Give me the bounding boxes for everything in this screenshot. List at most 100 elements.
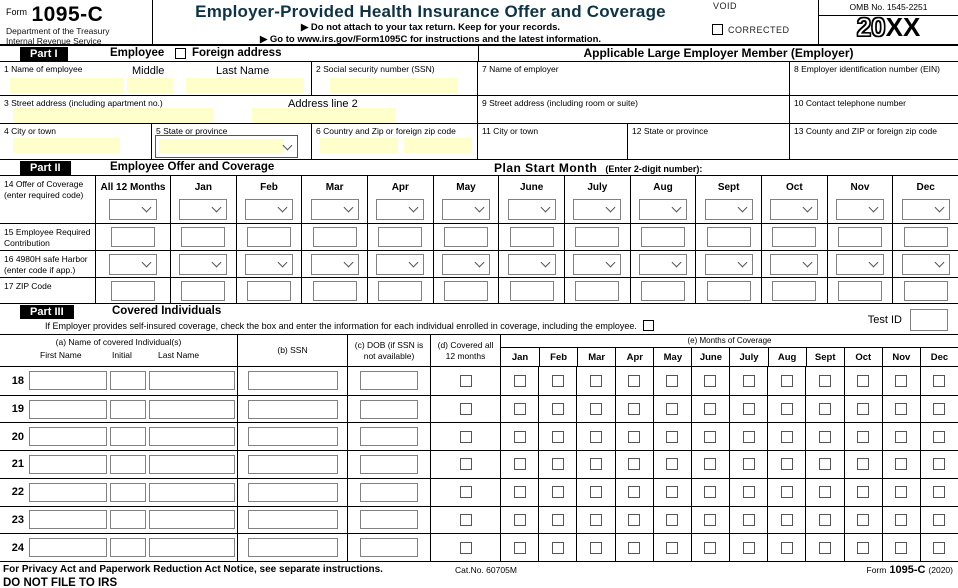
dob-input[interactable] <box>360 454 418 474</box>
part2-code-dropdown[interactable] <box>573 198 622 220</box>
part2-value-input[interactable] <box>111 227 155 247</box>
part2-code-dropdown[interactable] <box>441 253 490 275</box>
last-name-input[interactable] <box>149 427 235 447</box>
state-province-dropdown[interactable] <box>155 135 298 158</box>
month-coverage-checkbox[interactable] <box>589 458 602 471</box>
month-coverage-checkbox[interactable] <box>704 458 717 471</box>
month-coverage-checkbox[interactable] <box>551 430 564 443</box>
covered-all-12-checkbox[interactable] <box>459 403 472 416</box>
first-name-input[interactable] <box>29 371 107 391</box>
last-name-input[interactable] <box>149 538 235 558</box>
dob-input[interactable] <box>360 482 418 502</box>
initial-input[interactable] <box>110 538 146 558</box>
part2-value-input[interactable] <box>312 227 357 247</box>
month-coverage-checkbox[interactable] <box>589 513 602 526</box>
month-coverage-checkbox[interactable] <box>742 541 755 554</box>
part2-code-dropdown[interactable] <box>704 198 753 220</box>
part2-code-dropdown[interactable] <box>244 198 293 220</box>
employee-street-input[interactable] <box>13 108 213 123</box>
ssn-row-input[interactable] <box>248 538 338 558</box>
self-insured-checkbox[interactable] <box>642 320 654 331</box>
initial-input[interactable] <box>110 510 146 530</box>
part2-code-dropdown[interactable] <box>638 198 687 220</box>
month-coverage-checkbox[interactable] <box>780 458 793 471</box>
part2-value-input[interactable] <box>443 280 488 301</box>
part2-value-input[interactable] <box>706 227 751 247</box>
month-coverage-checkbox[interactable] <box>589 486 602 499</box>
month-coverage-checkbox[interactable] <box>551 541 564 554</box>
initial-input[interactable] <box>110 399 146 419</box>
ssn-row-input[interactable] <box>248 510 338 530</box>
month-coverage-checkbox[interactable] <box>857 403 870 416</box>
employee-zip-input[interactable] <box>404 138 472 153</box>
month-coverage-checkbox[interactable] <box>704 486 717 499</box>
test-id-input[interactable] <box>910 309 948 331</box>
part2-code-dropdown[interactable] <box>770 253 819 275</box>
employee-city-input[interactable] <box>13 138 120 153</box>
month-coverage-checkbox[interactable] <box>513 374 526 387</box>
part2-value-input[interactable] <box>378 227 423 247</box>
part2-code-dropdown[interactable] <box>310 253 359 275</box>
part2-value-input[interactable] <box>772 227 817 247</box>
month-coverage-checkbox[interactable] <box>933 430 946 443</box>
first-name-input[interactable] <box>29 538 107 558</box>
ssn-input[interactable] <box>330 78 458 93</box>
dob-input[interactable] <box>360 399 418 419</box>
month-coverage-checkbox[interactable] <box>513 541 526 554</box>
month-coverage-checkbox[interactable] <box>551 374 564 387</box>
employee-address2-input[interactable] <box>252 108 395 123</box>
month-coverage-checkbox[interactable] <box>895 374 908 387</box>
month-coverage-checkbox[interactable] <box>857 374 870 387</box>
employee-first-name-input[interactable] <box>10 78 123 93</box>
part2-code-dropdown[interactable] <box>573 253 622 275</box>
part2-code-dropdown[interactable] <box>901 198 950 220</box>
first-name-input[interactable] <box>29 399 107 419</box>
part2-code-dropdown[interactable] <box>704 253 753 275</box>
month-coverage-checkbox[interactable] <box>551 403 564 416</box>
part2-code-dropdown[interactable] <box>109 253 157 275</box>
month-coverage-checkbox[interactable] <box>857 513 870 526</box>
month-coverage-checkbox[interactable] <box>704 430 717 443</box>
part2-value-input[interactable] <box>181 280 226 301</box>
month-coverage-checkbox[interactable] <box>857 541 870 554</box>
month-coverage-checkbox[interactable] <box>589 430 602 443</box>
employee-last-name-input[interactable] <box>186 78 304 93</box>
month-coverage-checkbox[interactable] <box>895 541 908 554</box>
month-coverage-checkbox[interactable] <box>742 374 755 387</box>
part2-value-input[interactable] <box>181 227 226 247</box>
first-name-input[interactable] <box>29 482 107 502</box>
part2-value-input[interactable] <box>246 280 291 301</box>
covered-all-12-checkbox[interactable] <box>459 430 472 443</box>
month-coverage-checkbox[interactable] <box>666 403 679 416</box>
month-coverage-checkbox[interactable] <box>933 541 946 554</box>
initial-input[interactable] <box>110 482 146 502</box>
month-coverage-checkbox[interactable] <box>857 430 870 443</box>
month-coverage-checkbox[interactable] <box>818 430 831 443</box>
month-coverage-checkbox[interactable] <box>780 403 793 416</box>
covered-all-12-checkbox[interactable] <box>459 458 472 471</box>
last-name-input[interactable] <box>149 454 235 474</box>
dob-input[interactable] <box>360 371 418 391</box>
part2-value-input[interactable] <box>640 280 685 301</box>
last-name-input[interactable] <box>149 371 235 391</box>
month-coverage-checkbox[interactable] <box>818 458 831 471</box>
month-coverage-checkbox[interactable] <box>933 486 946 499</box>
month-coverage-checkbox[interactable] <box>628 513 641 526</box>
month-coverage-checkbox[interactable] <box>628 458 641 471</box>
initial-input[interactable] <box>110 427 146 447</box>
month-coverage-checkbox[interactable] <box>513 513 526 526</box>
month-coverage-checkbox[interactable] <box>628 430 641 443</box>
foreign-address-checkbox[interactable] <box>175 47 186 59</box>
covered-all-12-checkbox[interactable] <box>459 374 472 387</box>
part2-code-dropdown[interactable] <box>109 198 157 220</box>
month-coverage-checkbox[interactable] <box>780 374 793 387</box>
part2-value-input[interactable] <box>837 227 882 247</box>
month-coverage-checkbox[interactable] <box>551 458 564 471</box>
employee-country-input[interactable] <box>320 138 398 153</box>
month-coverage-checkbox[interactable] <box>742 486 755 499</box>
month-coverage-checkbox[interactable] <box>589 403 602 416</box>
initial-input[interactable] <box>110 454 146 474</box>
month-coverage-checkbox[interactable] <box>780 541 793 554</box>
month-coverage-checkbox[interactable] <box>857 486 870 499</box>
month-coverage-checkbox[interactable] <box>589 541 602 554</box>
